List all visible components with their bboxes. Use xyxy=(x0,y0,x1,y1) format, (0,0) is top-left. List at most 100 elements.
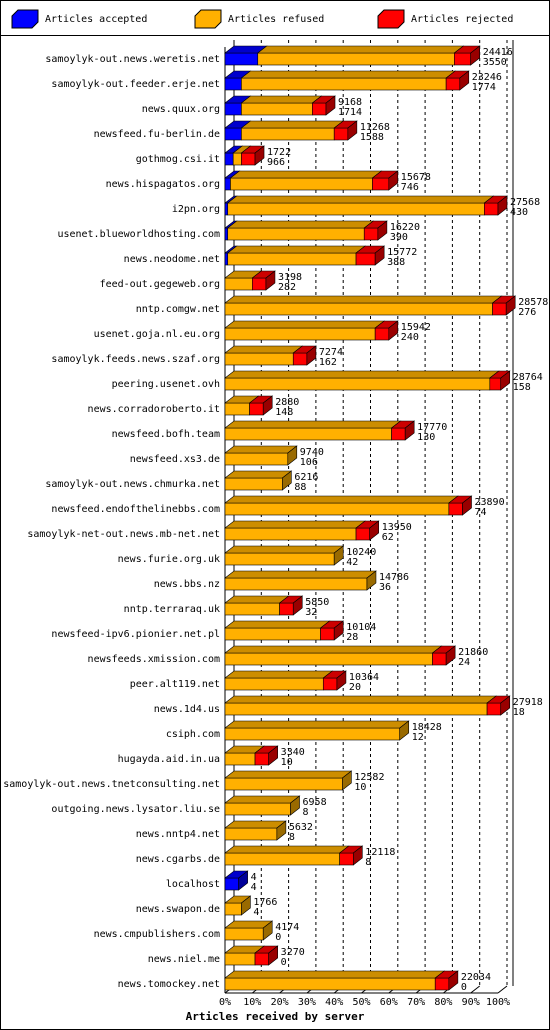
bar-segment-top xyxy=(224,445,298,454)
accepted-label: 12 xyxy=(412,732,424,743)
bar-segment-top xyxy=(224,645,443,654)
bar-segment-top xyxy=(224,470,293,479)
bar-segment xyxy=(486,702,502,716)
bar-segment xyxy=(224,652,433,666)
bar-segment xyxy=(224,327,376,341)
bar-side xyxy=(268,945,278,966)
accepted-label: 4 xyxy=(253,907,259,918)
total-label: 9740 xyxy=(300,447,324,458)
bar-segment-top xyxy=(224,620,331,629)
y-tick-label: i2pn.org xyxy=(172,204,220,215)
accepted-label: 0 xyxy=(275,932,281,943)
y-tick-label: samoylyk-net-out.news.mb-net.net xyxy=(27,529,220,540)
accepted-label: 746 xyxy=(401,182,419,193)
total-label: 11268 xyxy=(360,122,390,133)
bar-side xyxy=(262,395,273,416)
bar-segment xyxy=(224,902,242,916)
total-label: 23890 xyxy=(475,497,505,508)
bar-segment-top xyxy=(224,720,410,729)
bar-segment-top xyxy=(226,245,366,254)
bar-segment xyxy=(363,227,379,241)
total-label: 10104 xyxy=(346,622,376,633)
accepted-label: 158 xyxy=(513,382,531,393)
accepted-label: 1714 xyxy=(338,107,362,118)
bar-segment-top xyxy=(224,595,290,604)
accepted-label: 8 xyxy=(303,807,309,818)
x-tick-label: 80% xyxy=(434,997,452,1008)
y-tick-label: usenet.blueworldhosting.com xyxy=(57,229,220,240)
bar-segment xyxy=(224,302,493,316)
bar-segment xyxy=(227,227,365,241)
bar-side xyxy=(505,295,516,316)
bar-segment-top xyxy=(224,845,350,854)
y-tick-label: peer.alt119.net xyxy=(130,679,220,690)
bar-side xyxy=(366,570,377,591)
accepted-label: 162 xyxy=(319,357,337,368)
bar-segment-top xyxy=(224,520,366,529)
accepted-label: 390 xyxy=(390,232,408,243)
legend-label: Articles rejected xyxy=(411,14,513,25)
total-label: 15772 xyxy=(387,247,417,258)
bar-side xyxy=(306,345,317,366)
accepted-label: 130 xyxy=(417,432,435,443)
bar-segment xyxy=(224,602,280,616)
bar-side xyxy=(500,695,511,716)
total-label: 6216 xyxy=(294,472,318,483)
accepted-label: 240 xyxy=(401,332,419,343)
bar-side xyxy=(333,545,344,566)
total-label: 13950 xyxy=(382,522,412,533)
bar-side xyxy=(497,195,508,216)
y-tick-label: news.quux.org xyxy=(142,104,220,115)
bar-segment xyxy=(224,727,401,741)
accepted-label: 106 xyxy=(300,457,318,468)
y-tick-label: feed-out.gegeweb.org xyxy=(100,279,220,290)
bar-side xyxy=(388,170,399,191)
bar-segment xyxy=(241,77,447,91)
bar-segment xyxy=(333,127,349,141)
total-label: 1766 xyxy=(253,897,277,908)
x-tick-label: 30% xyxy=(298,997,316,1008)
y-tick-label: news.cmpublishers.com xyxy=(94,929,220,940)
accepted-label: 148 xyxy=(275,407,293,418)
bar-segment xyxy=(224,777,343,791)
accepted-label: 8 xyxy=(365,857,371,868)
y-tick-label: news.cgarbs.de xyxy=(136,854,220,865)
accepted-label: 388 xyxy=(387,257,405,268)
bar-segment-top xyxy=(224,370,500,379)
total-label: 28764 xyxy=(513,372,543,383)
bar-segment-top xyxy=(224,770,353,779)
total-label: 4174 xyxy=(275,922,299,933)
bar-segment xyxy=(252,277,267,291)
bar-segment xyxy=(254,752,269,766)
bar-segment xyxy=(224,127,242,141)
bar-segment xyxy=(224,802,291,816)
y-tick-label: newsfeed-ipv6.pionier.net.pl xyxy=(51,629,220,640)
accepted-label: 4 xyxy=(251,882,257,893)
x-tick-label: 40% xyxy=(325,997,343,1008)
bar-segment xyxy=(232,152,242,166)
accepted-label: 88 xyxy=(294,482,306,493)
legend-swatch xyxy=(377,9,405,29)
bar-segment xyxy=(224,852,340,866)
legend-swatch xyxy=(11,9,39,29)
bar-side xyxy=(399,720,410,741)
bar-side xyxy=(333,620,344,641)
y-tick-label: newsfeed.bofh.team xyxy=(112,429,220,440)
y-tick-label: newsfeed.fu-berlin.de xyxy=(94,129,220,140)
bar-segment-top xyxy=(224,295,503,304)
bar-segment xyxy=(224,502,450,516)
accepted-label: 20 xyxy=(349,682,361,693)
bar-segment-top xyxy=(226,195,495,204)
y-tick-label: news.hispagatos.org xyxy=(106,179,220,190)
bar-segment xyxy=(448,502,463,516)
bar-side xyxy=(500,370,511,391)
bar-segment-top xyxy=(224,495,459,504)
bar-side xyxy=(290,795,300,816)
bar-segment-top xyxy=(224,320,386,329)
bar-segment xyxy=(432,652,447,666)
total-label: 1722 xyxy=(267,147,291,158)
total-label: 6958 xyxy=(303,797,327,808)
y-tick-label: newsfeeds.xmission.com xyxy=(88,654,220,665)
total-label: 16220 xyxy=(390,222,420,233)
total-label: 23246 xyxy=(472,72,502,83)
